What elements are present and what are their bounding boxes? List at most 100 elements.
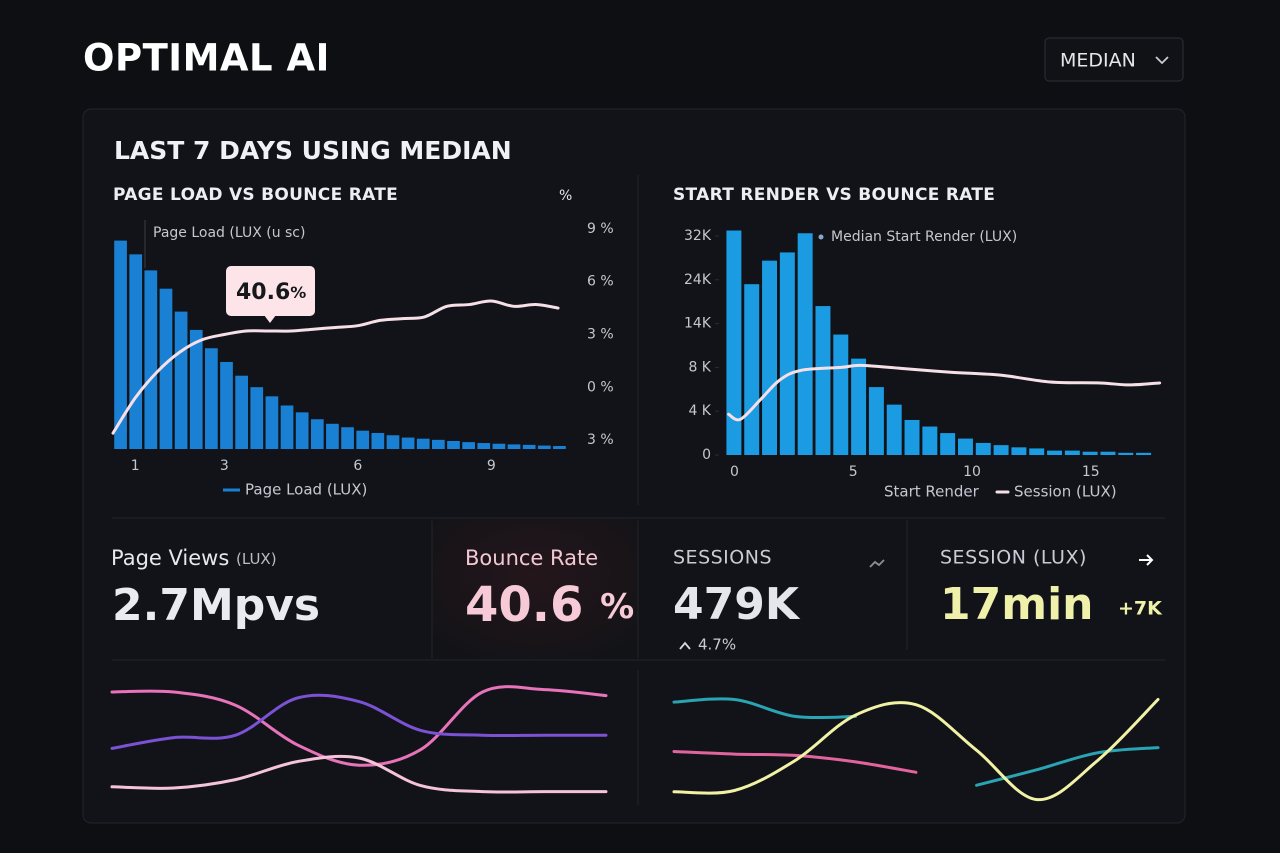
bar (1047, 450, 1063, 455)
annotation-unit: % (290, 283, 306, 302)
bar (726, 230, 742, 455)
bar (144, 270, 158, 449)
kpi-label: Page Views (LUX) (111, 546, 277, 570)
line (727, 363, 1162, 422)
select[interactable]: MEDIAN (1044, 37, 1184, 82)
bar (310, 419, 324, 449)
kpi-value: 2.7Mpvs (112, 580, 320, 631)
bar (553, 446, 566, 449)
arrow-icon[interactable] (1139, 554, 1154, 566)
bar (1011, 447, 1027, 455)
y2-axis-label: % (559, 188, 572, 204)
x-tick-label: 10 (963, 464, 981, 480)
bar (341, 427, 354, 449)
bar (815, 306, 831, 455)
annotation-text: 40.6% (236, 280, 306, 305)
bar (295, 412, 309, 449)
bar (993, 445, 1009, 455)
bar (432, 439, 445, 449)
bar (250, 387, 264, 449)
bar (507, 444, 521, 449)
kpi-value-unit: % (600, 587, 634, 627)
x-tick-label: 6 (353, 458, 362, 474)
line (672, 750, 918, 774)
bar (129, 254, 143, 449)
y-tick-label: 4 K (688, 403, 711, 419)
kpi-extra: +7K (1118, 598, 1163, 620)
select-box[interactable] (1044, 37, 1184, 82)
bar (114, 240, 127, 449)
trend-icon (869, 559, 885, 568)
kpi-value: 479K (673, 579, 801, 630)
select-chevron[interactable] (1155, 56, 1169, 65)
x-tick-label: 0 (730, 464, 739, 480)
x-tick-label: 9 (487, 458, 496, 474)
bar (356, 430, 370, 449)
annotation-box (226, 266, 315, 316)
bar (537, 445, 551, 449)
line (111, 299, 560, 435)
annotation: 40.6% (226, 266, 315, 323)
bar (174, 311, 188, 449)
legend-swatch (818, 234, 824, 240)
bar (886, 404, 902, 455)
line (672, 697, 1160, 787)
bar (833, 334, 849, 455)
x-tick-label: 3 (220, 458, 229, 474)
bar (492, 443, 506, 449)
bar (326, 423, 339, 449)
bar (1082, 451, 1098, 455)
bar (868, 387, 884, 455)
y-tick-label: 8 K (688, 359, 711, 375)
line (110, 693, 608, 750)
chart-title: PAGE LOAD VS BOUNCE RATE (113, 185, 398, 205)
bar (797, 233, 813, 455)
bar (975, 442, 991, 455)
bar (1136, 452, 1152, 455)
bar (904, 419, 920, 455)
charts: 1 3 6 9 9 % 6 % 3 % 0 % 3 % 0 5 10 15 32K 24K 14K 8 K 4 K… (110, 221, 1162, 802)
bar (1029, 448, 1045, 455)
change-icon (679, 641, 691, 650)
bar (416, 438, 430, 449)
app-title: OPTIMAL AI (83, 37, 330, 80)
bar (159, 288, 173, 449)
kpi-value-number: 40.6 (465, 577, 583, 633)
annotation-number: 40.6 (236, 280, 290, 305)
bar (220, 361, 233, 449)
legend-label: Page Load (LUX) (245, 481, 367, 499)
bar (940, 433, 956, 455)
line (672, 698, 1160, 802)
annotation-pointer (264, 315, 276, 323)
select-label[interactable]: MEDIAN (1060, 50, 1136, 72)
legend-label: Session (LUX) (1014, 483, 1117, 501)
bar (1118, 452, 1134, 455)
panel-title: LAST 7 DAYS USING MEDIAN (114, 136, 512, 165)
y-tick-label: 24K (684, 272, 712, 288)
bar (386, 435, 400, 449)
bar (779, 252, 795, 455)
bar (205, 348, 218, 449)
bar (462, 442, 475, 449)
kpi-value: 17min (940, 579, 1093, 630)
y2-tick-label: 9 % (587, 221, 614, 237)
bar (401, 437, 415, 449)
chart-title: START RENDER VS BOUNCE RATE (673, 185, 995, 205)
bar (522, 444, 536, 449)
y2-tick-label: 3 % (587, 432, 614, 448)
kpi-label: SESSION (LUX) (940, 547, 1087, 569)
bar (447, 440, 460, 449)
bar (762, 260, 778, 455)
bar (280, 405, 294, 449)
x-tick-label: 5 (849, 464, 858, 480)
x-axis-label: Start Render (884, 483, 980, 501)
y2-tick-label: 6 % (587, 274, 614, 290)
kpi-label: SESSIONS (673, 547, 772, 569)
bar (744, 284, 760, 455)
bar (477, 443, 491, 449)
kpi-value: 40.6 % (465, 577, 634, 633)
kpi-change: 4.7% (698, 636, 736, 654)
bar (371, 432, 385, 449)
line (110, 754, 608, 794)
kpi-label-text: Page Views (111, 546, 229, 570)
